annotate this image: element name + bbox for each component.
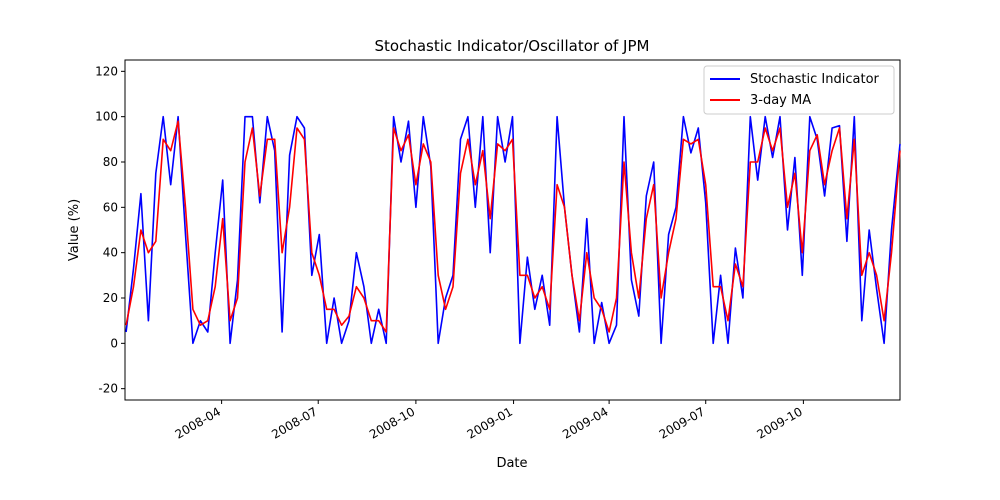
x-tick-label: 2008-04 [173,404,223,441]
y-tick-label: 0 [110,336,118,350]
plot-frame [124,59,901,401]
y-tick-label: 40 [103,246,118,260]
y-axis: -20 0 20 40 60 80 100 120 [95,64,125,396]
x-tick-label: 2009-04 [560,404,610,441]
plot-area: -20 0 20 40 60 80 100 120 2008-04 2008-07 2008-10… [95,59,901,442]
y-tick-label: 100 [95,110,118,124]
y-tick-label: 120 [95,64,118,78]
x-tick-label: 2009-10 [754,404,804,441]
y-tick-label: 80 [103,155,118,169]
x-axis-label: Date [496,456,527,471]
y-axis-label: Value (%) [67,199,82,261]
x-tick-label: 2008-10 [367,404,417,441]
legend-label-stochastic: Stochastic Indicator [750,72,880,87]
series-line-ma [125,120,901,333]
y-tick-label: 20 [103,291,118,305]
legend-box [703,65,895,115]
x-tick-label: 2008-07 [269,404,319,441]
x-axis: 2008-04 2008-07 2008-10 2009-01 2009-04 2009-… [173,400,805,442]
legend: Stochastic Indicator 3-day MA [703,65,895,115]
x-tick-label: 2009-01 [465,404,515,441]
x-tick-label: 2009-07 [657,404,707,441]
y-tick-label: -20 [98,382,118,396]
chart-title: Stochastic Indicator/Oscillator of JPM [375,37,650,55]
y-tick-label: 60 [103,200,118,214]
series-lines [125,115,901,345]
legend-label-ma: 3-day MA [750,93,811,108]
